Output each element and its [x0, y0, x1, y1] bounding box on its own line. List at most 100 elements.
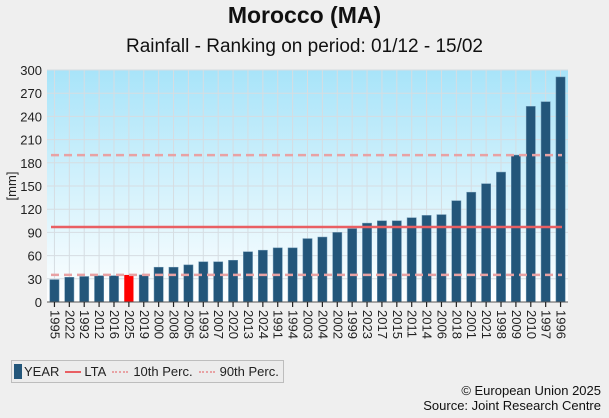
bar-2017 [377, 220, 387, 303]
legend-item-90th-perc[interactable]: 90th Perc. [198, 364, 279, 379]
axes [47, 301, 568, 307]
bar-1998 [496, 171, 506, 303]
y-tick-label: 0 [35, 295, 42, 310]
bar-1995 [49, 279, 60, 303]
bar-2013 [243, 251, 253, 303]
solid-line-icon [65, 370, 82, 373]
copyright-text: © European Union 2025 [461, 383, 601, 398]
legend-label: YEAR [24, 364, 60, 379]
bar-1996 [555, 76, 566, 303]
x-tick-label: 2007 [211, 310, 226, 339]
bar-2020 [228, 259, 238, 303]
legend-item-lta[interactable]: LTA [65, 364, 106, 379]
y-tick-label: 300 [20, 63, 42, 78]
chart-subtitle: Rainfall - Ranking on period: 01/12 - 15… [125, 36, 483, 57]
x-tick-label: 2000 [152, 310, 167, 339]
x-tick-label: 1999 [345, 310, 360, 339]
x-tick-label: 2018 [449, 310, 464, 339]
x-tick-labels: 1995 2022 1992 2012 2016 2025 2019 2000 2008 2005… [47, 310, 568, 339]
x-tick-label: 1996 [554, 310, 569, 339]
y-tick-label: 270 [20, 86, 42, 101]
x-tick-label: 2002 [330, 310, 345, 339]
bar-2004 [317, 236, 328, 303]
x-tick-label: 1991 [271, 310, 286, 339]
x-tick-label: 1993 [196, 310, 211, 339]
legend-item-year[interactable]: YEAR [14, 364, 59, 379]
chart-title: Morocco (MA) [227, 2, 382, 28]
x-tick-label: 2009 [509, 310, 524, 339]
bar-2015 [391, 220, 402, 303]
bar-swatch-icon [14, 364, 22, 379]
x-tick-label: 1998 [494, 310, 509, 339]
bar-2023 [362, 222, 372, 303]
bar-2002 [332, 232, 343, 303]
x-tick-label: 2013 [241, 310, 256, 339]
bar-2012 [94, 275, 104, 303]
x-tick-label: 2008 [167, 310, 182, 339]
bar-2010 [525, 106, 536, 303]
bar-2016 [109, 275, 119, 303]
legend-label: 10th Perc. [133, 364, 193, 379]
x-tick-label: 2006 [434, 310, 449, 339]
bar-2001 [466, 191, 477, 303]
x-tick-label: 2017 [375, 310, 390, 339]
y-tick-label: 240 [20, 109, 42, 124]
x-tick-label: 2015 [390, 310, 405, 339]
bar-2019 [138, 274, 149, 303]
y-tick-label: 60 [28, 249, 42, 264]
bar-highlight-2025 [124, 274, 134, 302]
x-tick-label: 1992 [77, 310, 92, 339]
x-tick-label: 2001 [464, 310, 479, 339]
x-tick-label: 2025 [122, 310, 137, 339]
legend: YEAR LTA 10th Perc. 90th Perc. [11, 360, 284, 383]
reference-lines [51, 153, 562, 277]
y-tick-label: 180 [20, 156, 42, 171]
x-tick-label: 1997 [539, 310, 554, 339]
dotted-line-icon [198, 370, 215, 373]
x-tick-label: 2024 [256, 310, 271, 339]
dotted-line-icon [112, 370, 129, 373]
x-tick-label: 2021 [479, 310, 494, 339]
bar-2018 [451, 200, 462, 303]
bar-2000 [153, 266, 164, 303]
y-tick-label: 30 [28, 272, 42, 287]
x-tick-label: 2019 [137, 310, 152, 339]
bar-1999 [347, 228, 358, 303]
legend-item-10th-perc[interactable]: 10th Perc. [112, 364, 193, 379]
x-tick-label: 2005 [181, 310, 196, 339]
y-axis-label: [mm] [4, 172, 19, 201]
bar-2011 [406, 217, 417, 303]
bar-2021 [481, 183, 491, 303]
bar-2022 [64, 277, 75, 303]
x-tick-label: 1994 [286, 310, 301, 339]
x-tick-label: 2003 [301, 310, 316, 339]
bar-2008 [168, 266, 179, 303]
legend-label: 90th Perc. [219, 364, 279, 379]
y-tick-label: 210 [20, 133, 42, 148]
x-tick-label: 2023 [360, 310, 375, 339]
bar-2014 [421, 215, 432, 303]
x-tick-label: 2004 [315, 310, 330, 339]
bar-1993 [198, 261, 209, 303]
x-tick-label: 2012 [92, 310, 107, 339]
x-tick-label: 2016 [107, 310, 122, 339]
x-tick-label: 2010 [524, 310, 539, 339]
x-tick-label: 2020 [226, 310, 241, 339]
x-tick-label: 2011 [405, 310, 420, 338]
bar-2005 [183, 264, 194, 303]
y-tick-label: 90 [28, 225, 42, 240]
legend-label: LTA [84, 364, 107, 379]
x-tick-label: 1995 [47, 310, 62, 339]
y-tick-labels: 0 30 60 90 120 150 180 210 240 270 300 [20, 63, 42, 310]
bar-2007 [213, 261, 224, 303]
footer: © European Union 2025 Source: Joint Rese… [423, 383, 601, 413]
y-tick-label: 120 [20, 202, 42, 217]
source-text: Source: Joint Research Centre [423, 398, 601, 413]
bar-2003 [302, 238, 313, 303]
y-tick-label: 150 [20, 179, 42, 194]
bar-1997 [540, 101, 551, 303]
bar-1992 [79, 276, 90, 303]
x-tick-label: 2022 [62, 310, 77, 339]
x-tick-label: 2014 [420, 310, 435, 339]
